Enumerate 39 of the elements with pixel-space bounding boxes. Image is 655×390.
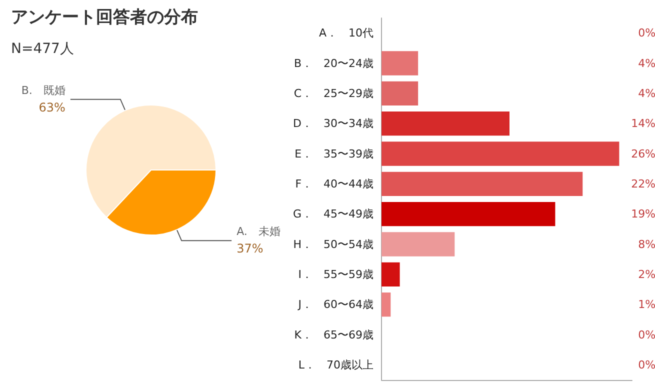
y-tick-label: H． 50〜54歳	[293, 238, 374, 251]
bar	[382, 172, 583, 196]
data-label: 14%	[631, 117, 655, 130]
bar	[382, 232, 455, 256]
data-label: 0%	[638, 328, 655, 342]
bar	[382, 292, 391, 317]
y-tick-label: E． 35〜39歳	[294, 147, 374, 160]
data-label: 63%	[38, 100, 66, 114]
bar	[382, 81, 418, 106]
bar	[382, 262, 400, 286]
slice-label: A. 未婚	[236, 225, 280, 238]
y-tick-label: G． 45〜49歳	[292, 208, 374, 221]
data-label: 4%	[638, 56, 655, 70]
data-label: 0%	[638, 26, 655, 40]
y-tick-label: A． 10代	[318, 26, 374, 40]
data-label: 22%	[631, 177, 655, 190]
y-tick-label: C． 25〜29歳	[294, 86, 374, 100]
y-tick-label: B． 20〜24歳	[294, 56, 374, 70]
data-label: 0%	[638, 358, 655, 372]
bar	[382, 202, 556, 226]
data-label: 8%	[638, 238, 655, 251]
chart-subtitle: N=477人	[11, 41, 74, 57]
data-label: 4%	[638, 86, 655, 100]
y-tick-label: F． 40〜44歳	[295, 177, 374, 190]
bar	[382, 112, 510, 136]
bar	[382, 142, 620, 166]
chart-title: アンケート回答者の分布	[11, 8, 198, 28]
slice-label: B. 既婚	[21, 84, 66, 97]
data-label: 1%	[638, 298, 655, 312]
y-tick-label: K． 65〜69歳	[294, 328, 374, 342]
y-tick-label: I． 55〜59歳	[298, 268, 374, 281]
data-label: 2%	[638, 268, 655, 281]
bar	[382, 51, 418, 76]
data-label: 37%	[236, 242, 264, 256]
data-label: 26%	[631, 147, 655, 160]
data-label: 19%	[631, 208, 655, 221]
y-tick-label: D． 30〜34歳	[293, 117, 374, 130]
y-tick-label: J． 60〜64歳	[297, 298, 374, 312]
y-tick-label: L． 70歳以上	[298, 358, 374, 372]
